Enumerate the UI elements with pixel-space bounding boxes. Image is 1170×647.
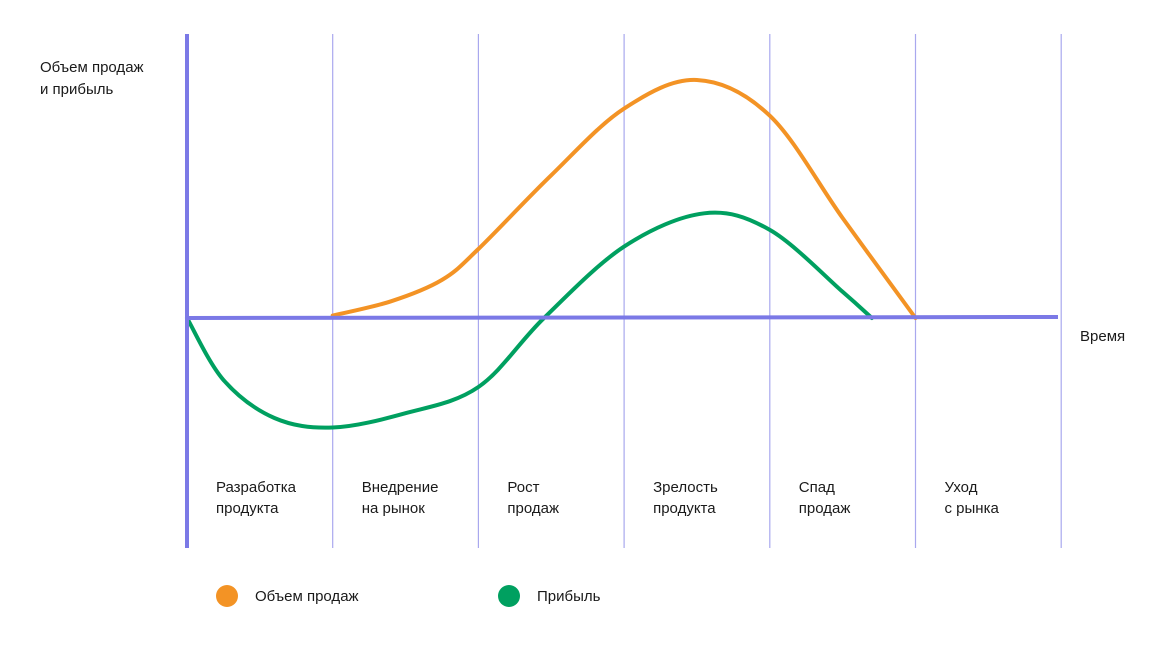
profit-line <box>185 210 874 430</box>
legend-label: Объем продаж <box>255 588 359 605</box>
stage-label: Зрелость продукта <box>653 479 718 517</box>
y-axis-label-line: и прибыль <box>40 81 114 98</box>
stage-label: Уход с рынка <box>945 479 1000 517</box>
x-axis-label: Время <box>1080 328 1125 345</box>
stage-label: Рост продаж <box>507 479 559 517</box>
stage-divider-grid <box>332 34 1062 548</box>
sales-volume-line <box>330 77 918 320</box>
y-axis-label-line: Объем продаж <box>40 59 144 76</box>
stage-label: Спад продаж <box>799 479 851 517</box>
axes <box>185 34 1059 548</box>
x-axis <box>186 315 1059 320</box>
legend-label: Прибыль <box>537 588 601 605</box>
stage-labels: Разработка продукта Внедрение на рынок Рост п… <box>216 479 999 517</box>
legend: Объем продаж Прибыль <box>216 585 601 607</box>
stage-label: Разработка продукта <box>216 479 297 517</box>
stage-label: Внедрение на рынок <box>362 479 439 517</box>
sales-volume-legend-marker <box>216 585 238 607</box>
y-axis-label: Объем продаж и прибыль <box>40 59 144 98</box>
series-layer <box>185 77 918 430</box>
profit-legend-marker <box>498 585 520 607</box>
